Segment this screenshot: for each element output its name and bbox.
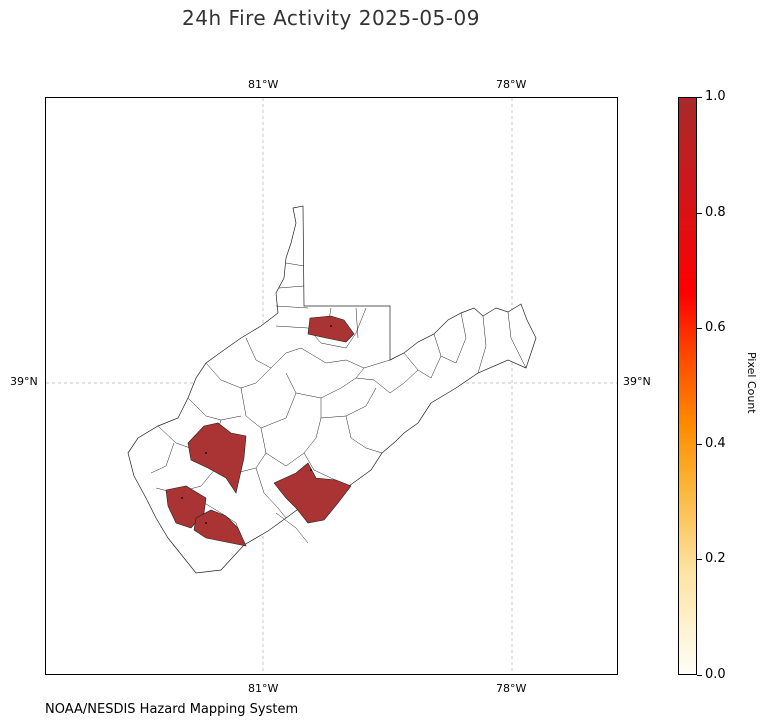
fire-point	[330, 325, 332, 327]
lon-label-top-78w: 78°W	[496, 78, 527, 91]
fire-point	[205, 452, 207, 454]
fire-points	[181, 325, 332, 524]
county-south[interactable]	[193, 509, 247, 547]
colorbar-tick-label: 1.0	[705, 89, 726, 104]
county-southeast[interactable]	[273, 462, 352, 524]
colorbar-label: Pixel Count	[745, 352, 758, 414]
colorbar-tick	[697, 675, 702, 676]
colorbar-tick-label: 0.2	[705, 551, 726, 566]
colorbar-tick-label: 0.8	[705, 205, 726, 220]
colorbar	[678, 97, 697, 675]
colorbar-tick	[697, 444, 702, 445]
colorbar-tick	[697, 559, 702, 560]
colorbar-tick	[697, 97, 702, 98]
county-west[interactable]	[187, 422, 247, 494]
county-north[interactable]	[307, 315, 355, 343]
map-title: 24h Fire Activity 2025-05-09	[182, 6, 480, 30]
lat-label-left-39n: 39°N	[10, 375, 38, 388]
lat-label-right-39n: 39°N	[623, 375, 651, 388]
source-credit: NOAA/NESDIS Hazard Mapping System	[45, 702, 299, 717]
colorbar-tick-label: 0.4	[705, 436, 726, 451]
fire-point	[310, 469, 312, 471]
fire-point	[181, 497, 183, 499]
lon-label-bottom-78w: 78°W	[496, 682, 527, 695]
fire-counties	[165, 315, 355, 547]
lon-label-bottom-81w: 81°W	[248, 682, 279, 695]
colorbar-tick	[697, 213, 702, 214]
colorbar-tick-label: 0.6	[705, 320, 726, 335]
lon-label-top-81w: 81°W	[248, 78, 279, 91]
state-map	[46, 98, 617, 674]
fire-point	[205, 522, 207, 524]
map-panel[interactable]	[45, 97, 618, 675]
colorbar-tick	[697, 328, 702, 329]
colorbar-tick-label: 0.0	[705, 667, 726, 682]
